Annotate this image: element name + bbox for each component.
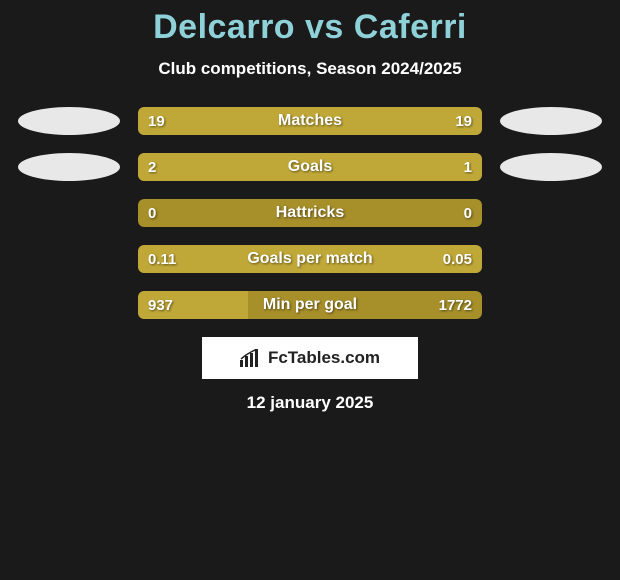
stat-value-left: 2 — [148, 153, 156, 181]
subtitle: Club competitions, Season 2024/2025 — [0, 59, 620, 79]
badge-placeholder — [500, 291, 602, 319]
stat-bar: 1919Matches — [138, 107, 482, 135]
stat-row: 00Hattricks — [0, 199, 620, 227]
brand-box[interactable]: FcTables.com — [202, 337, 418, 379]
comparison-infographic: Delcarro vs Caferri Club competitions, S… — [0, 0, 620, 413]
stat-bar: 00Hattricks — [138, 199, 482, 227]
stat-bar: 21Goals — [138, 153, 482, 181]
stat-value-left: 937 — [148, 291, 173, 319]
bar-background — [138, 199, 482, 227]
stat-rows: 1919Matches21Goals00Hattricks0.110.05Goa… — [0, 107, 620, 319]
stat-row: 21Goals — [0, 153, 620, 181]
brand-chart-icon — [240, 349, 262, 367]
stat-value-right: 19 — [455, 107, 472, 135]
player-badge-right — [500, 153, 602, 181]
stat-row: 9371772Min per goal — [0, 291, 620, 319]
stat-value-left: 0 — [148, 199, 156, 227]
badge-placeholder — [500, 199, 602, 227]
player-badge-right — [500, 107, 602, 135]
badge-placeholder — [18, 245, 120, 273]
badge-placeholder — [18, 199, 120, 227]
stat-value-right: 0.05 — [443, 245, 472, 273]
stat-bar: 9371772Min per goal — [138, 291, 482, 319]
brand-text: FcTables.com — [268, 348, 380, 368]
player-badge-left — [18, 107, 120, 135]
badge-placeholder — [500, 245, 602, 273]
date: 12 january 2025 — [0, 393, 620, 413]
stat-value-right: 0 — [464, 199, 472, 227]
bar-fill-left — [138, 153, 368, 181]
stat-value-left: 0.11 — [148, 245, 176, 273]
badge-placeholder — [18, 291, 120, 319]
stat-row: 1919Matches — [0, 107, 620, 135]
player-badge-left — [18, 153, 120, 181]
stat-value-right: 1 — [464, 153, 472, 181]
stat-value-right: 1772 — [439, 291, 472, 319]
page-title: Delcarro vs Caferri — [0, 8, 620, 47]
stat-row: 0.110.05Goals per match — [0, 245, 620, 273]
stat-value-left: 19 — [148, 107, 165, 135]
stat-bar: 0.110.05Goals per match — [138, 245, 482, 273]
